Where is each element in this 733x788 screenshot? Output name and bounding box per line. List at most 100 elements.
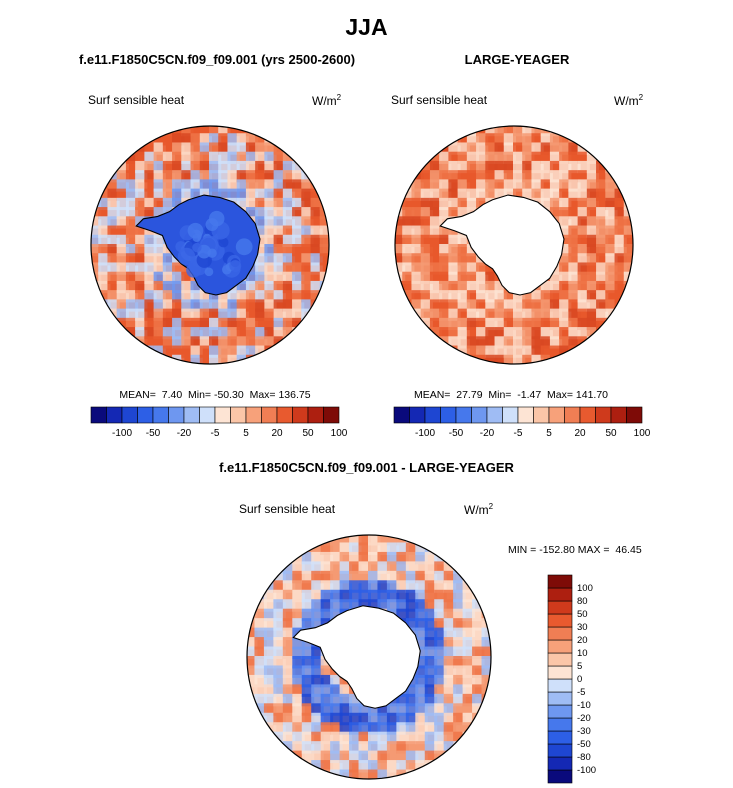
map-cell [453, 551, 466, 565]
map-cell [301, 336, 314, 349]
map-cell [236, 142, 249, 155]
map-cell [485, 308, 498, 321]
map-cell [162, 197, 176, 211]
map-cell [247, 665, 258, 678]
map-cell [98, 234, 111, 247]
map-cell [292, 225, 305, 238]
main-title: JJA [345, 14, 388, 40]
left-panel-units: W/m2 [312, 93, 342, 108]
map-cell [596, 345, 609, 358]
map-cell [448, 280, 461, 294]
map-cell [245, 179, 259, 192]
map-cell [98, 244, 111, 257]
map-cell [513, 179, 526, 192]
map-cell [181, 142, 194, 155]
map-cell [434, 665, 447, 678]
map-cell [162, 271, 176, 284]
map-cell [125, 345, 139, 358]
map-cell [424, 684, 438, 697]
map-cell [319, 290, 329, 303]
map-cell [457, 262, 470, 275]
map-cell [264, 207, 277, 220]
map-cell [218, 345, 231, 358]
map-cell [540, 179, 553, 192]
map-cell [319, 126, 329, 137]
map-cell [172, 126, 185, 137]
map-cell [330, 570, 343, 584]
map-cell [247, 627, 258, 641]
map-cell [227, 126, 240, 137]
map-cell [457, 151, 470, 164]
colorbar-swatch [471, 406, 488, 424]
map-cell [476, 142, 489, 155]
map-cell [153, 126, 166, 137]
map-cell [98, 207, 111, 220]
map-cell [236, 151, 249, 164]
map-cell [434, 703, 447, 716]
map-cell [415, 684, 428, 697]
map-cell [415, 750, 428, 764]
map-cell [135, 234, 148, 247]
map-cell [466, 160, 480, 174]
map-cell [402, 197, 415, 211]
map-cell [301, 589, 315, 603]
map-cell [116, 142, 129, 155]
map-cell [264, 126, 277, 137]
map-cell [577, 271, 590, 284]
map-cell [614, 207, 627, 220]
map-cell [301, 646, 315, 659]
map-cell [429, 126, 443, 137]
map-cell [292, 299, 305, 312]
map-cell [396, 760, 409, 773]
map-cell [439, 188, 452, 201]
colorbar-swatch [261, 406, 278, 424]
map-cell [395, 126, 406, 137]
map-cell [199, 133, 212, 146]
map-cell [301, 151, 314, 164]
map-cell [443, 703, 457, 716]
map-cell [273, 253, 286, 266]
map-cell [453, 608, 466, 622]
map-cell [443, 674, 457, 688]
map-cell [429, 271, 443, 284]
map-cell [614, 197, 627, 211]
map-cell [405, 741, 419, 754]
map-cell [448, 207, 461, 220]
colorbar-swatch [579, 406, 596, 424]
map-cell [439, 253, 452, 266]
map-cell [429, 216, 443, 229]
colorbar-swatch [183, 406, 200, 424]
map-cell [209, 142, 222, 155]
land-field-patch [222, 265, 232, 275]
map-cell [273, 271, 286, 284]
map-cell [386, 703, 400, 716]
map-cell [172, 299, 185, 312]
map-cell [227, 354, 240, 364]
map-cell [415, 561, 428, 574]
map-cell [503, 126, 516, 137]
map-cell [91, 179, 102, 192]
map-cell [144, 354, 157, 364]
map-cell [273, 179, 286, 192]
map-cell [125, 234, 139, 247]
map-cell [405, 589, 419, 603]
map-cell [531, 336, 544, 349]
map-cell [420, 299, 433, 312]
map-cell [209, 336, 222, 349]
map-cell [144, 170, 157, 183]
map-cell [301, 280, 314, 294]
map-cell [330, 684, 343, 697]
map-cell [282, 656, 296, 669]
map-cell [311, 535, 324, 546]
map-cell [310, 253, 323, 266]
map-cell [466, 170, 480, 183]
map-cell [522, 354, 535, 364]
map-cell [623, 126, 633, 137]
map-cell [330, 535, 343, 546]
map-cell [153, 179, 166, 192]
map-cell [311, 769, 324, 779]
colorbar-swatch [424, 406, 441, 424]
map-cell [311, 656, 324, 669]
map-cell [273, 637, 286, 650]
map-cell [254, 535, 267, 546]
